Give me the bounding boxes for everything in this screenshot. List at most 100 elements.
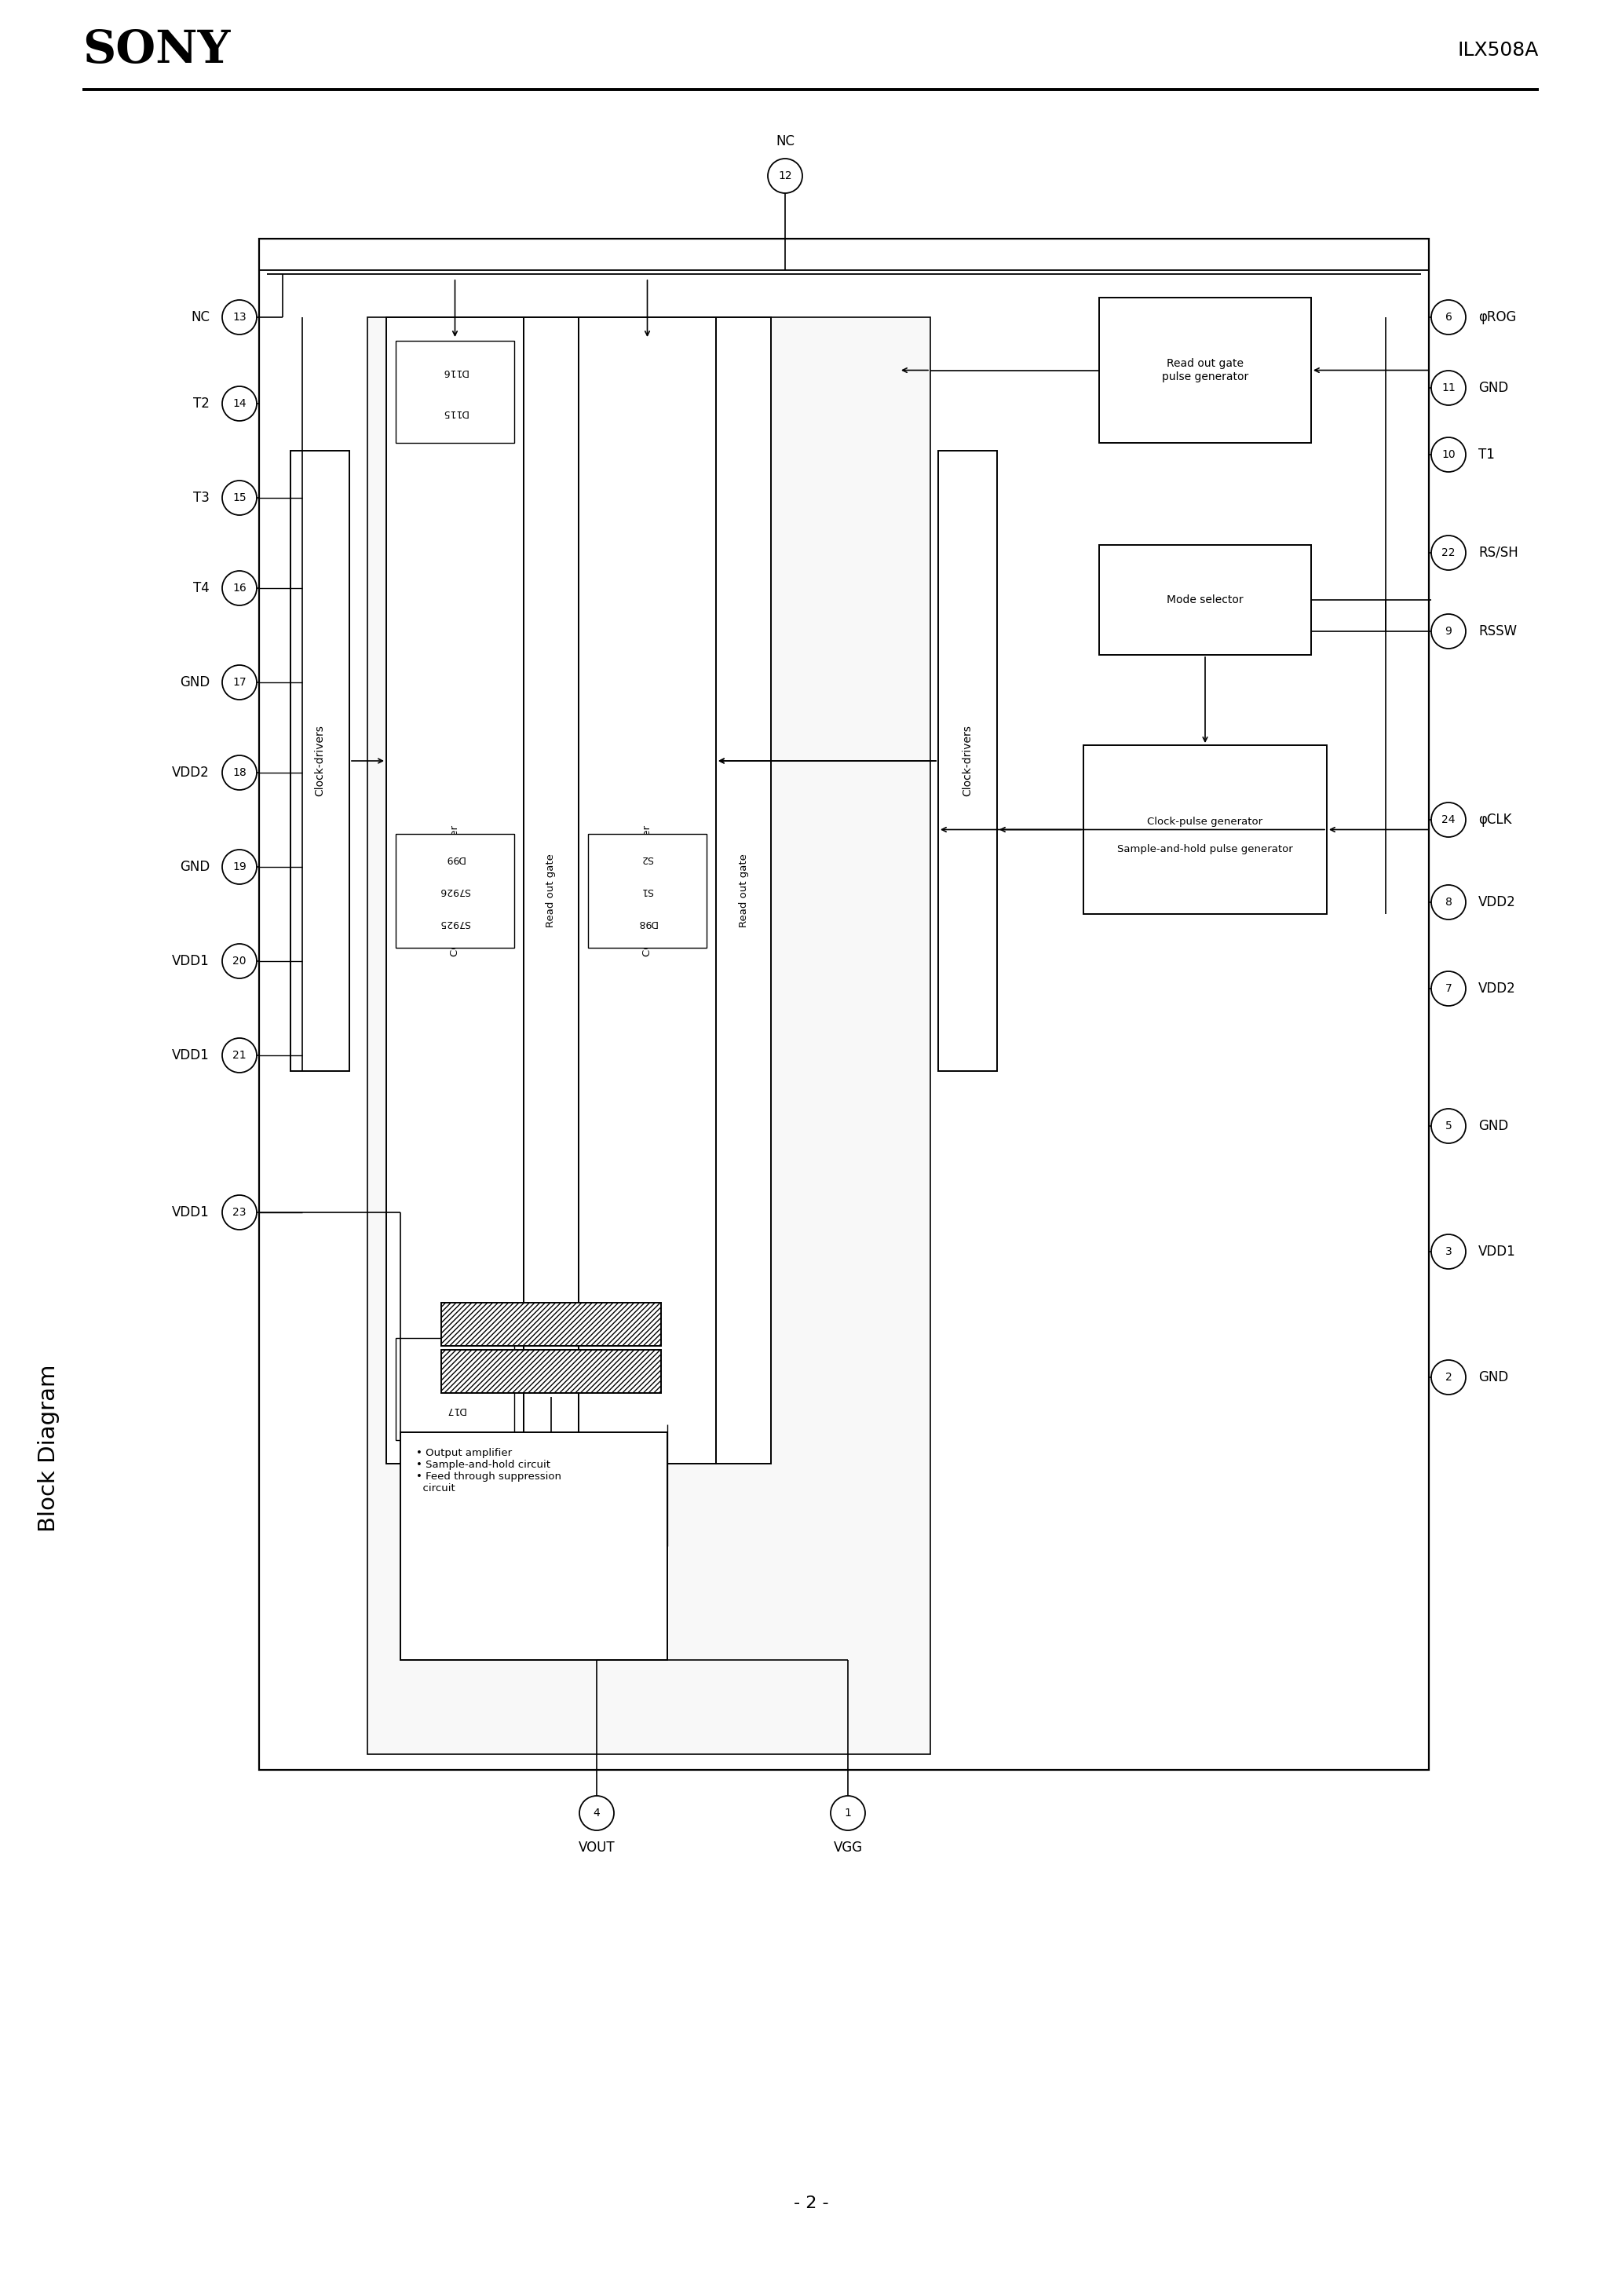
Text: 23: 23 [232,1208,247,1217]
Circle shape [579,1795,615,1830]
Text: T3: T3 [193,491,209,505]
Circle shape [1431,1109,1466,1143]
Text: VDD1: VDD1 [1478,1244,1517,1258]
Text: 10: 10 [1442,450,1455,459]
Text: T4: T4 [193,581,209,595]
Text: 15: 15 [232,491,247,503]
Text: 5: 5 [1445,1120,1452,1132]
Text: D116: D116 [441,367,469,377]
Text: φROG: φROG [1478,310,1517,324]
Text: 6: 6 [1445,312,1452,324]
Circle shape [1431,1359,1466,1394]
Text: D17: D17 [444,1405,466,1414]
Bar [938,450,998,1070]
Circle shape [1431,613,1466,647]
Text: Read out gate: Read out gate [547,854,556,928]
Text: D98: D98 [637,918,657,928]
Text: GND: GND [180,675,209,689]
Text: CCD analog shift register: CCD analog shift register [449,824,461,955]
Text: VDD2: VDD2 [1478,980,1517,996]
Text: 12: 12 [779,170,792,181]
Text: VOUT: VOUT [579,1841,615,1855]
Circle shape [1431,971,1466,1006]
Circle shape [830,1795,865,1830]
Bar [715,317,770,1463]
Text: 11: 11 [1442,383,1455,393]
Bar [396,833,514,948]
Text: 22: 22 [1442,546,1455,558]
Text: 20: 20 [232,955,247,967]
Polygon shape [394,340,709,1306]
Bar [401,1433,667,1660]
Text: SONY: SONY [83,28,230,71]
Text: NC: NC [191,310,209,324]
Circle shape [222,386,256,420]
Circle shape [767,158,803,193]
Circle shape [1431,884,1466,918]
Circle shape [1431,804,1466,838]
Text: 24: 24 [1442,815,1455,824]
Text: VDD2: VDD2 [172,765,209,781]
Bar [368,317,931,1754]
Text: VDD1: VDD1 [172,1205,209,1219]
Circle shape [1431,1235,1466,1270]
Circle shape [222,572,256,606]
Text: ILX508A: ILX508A [1458,41,1539,60]
Circle shape [222,1196,256,1231]
Text: 18: 18 [232,767,247,778]
Text: VGG: VGG [834,1841,863,1855]
Text: VDD1: VDD1 [172,1049,209,1063]
Bar [1100,544,1311,654]
Text: 7: 7 [1445,983,1452,994]
Bar [386,317,524,1463]
Text: 21: 21 [232,1049,247,1061]
Text: Sample-and-hold pulse generator: Sample-and-hold pulse generator [1118,845,1293,854]
Text: 3: 3 [1445,1247,1452,1258]
Bar [1100,298,1311,443]
Text: φCLK: φCLK [1478,813,1512,827]
Text: GND: GND [1478,381,1508,395]
Text: 14: 14 [232,397,247,409]
Bar [260,239,1429,1770]
Circle shape [1431,436,1466,473]
Text: D18: D18 [444,1364,466,1373]
Text: 4: 4 [594,1807,600,1818]
Text: GND: GND [1478,1371,1508,1384]
Circle shape [222,301,256,335]
Text: 8: 8 [1445,898,1452,907]
Text: RS/SH: RS/SH [1478,546,1518,560]
Text: Clock-drivers: Clock-drivers [962,726,973,797]
Text: Block Diagram: Block Diagram [37,1364,60,1531]
Text: GND: GND [180,859,209,875]
Text: 9: 9 [1445,627,1452,636]
Bar [290,450,349,1070]
Text: - 2 -: - 2 - [793,2195,829,2211]
Text: 2: 2 [1445,1371,1452,1382]
Circle shape [222,944,256,978]
Circle shape [1431,535,1466,569]
Bar [396,340,514,443]
Text: CCD analog shift register: CCD analog shift register [642,824,652,955]
Circle shape [222,850,256,884]
Text: • Output amplifier
• Sample-and-hold circuit
• Feed through suppression
  circui: • Output amplifier • Sample-and-hold cir… [417,1449,561,1492]
Text: RSSW: RSSW [1478,625,1517,638]
Text: S1: S1 [641,886,654,895]
Text: T2: T2 [193,397,209,411]
Text: GND: GND [1478,1118,1508,1134]
Bar [441,1350,662,1394]
Circle shape [222,1038,256,1072]
Circle shape [222,666,256,700]
Text: Read out gate
pulse generator: Read out gate pulse generator [1161,358,1249,381]
Text: VDD2: VDD2 [1478,895,1517,909]
Text: 16: 16 [232,583,247,595]
Text: 19: 19 [232,861,247,872]
Text: D99: D99 [444,854,466,863]
Bar [396,1339,514,1440]
Text: 17: 17 [232,677,247,689]
Circle shape [1431,370,1466,404]
Circle shape [222,755,256,790]
Text: 1: 1 [845,1807,852,1818]
Bar [524,317,579,1463]
Text: Read out gate: Read out gate [738,854,749,928]
Bar [1083,746,1327,914]
